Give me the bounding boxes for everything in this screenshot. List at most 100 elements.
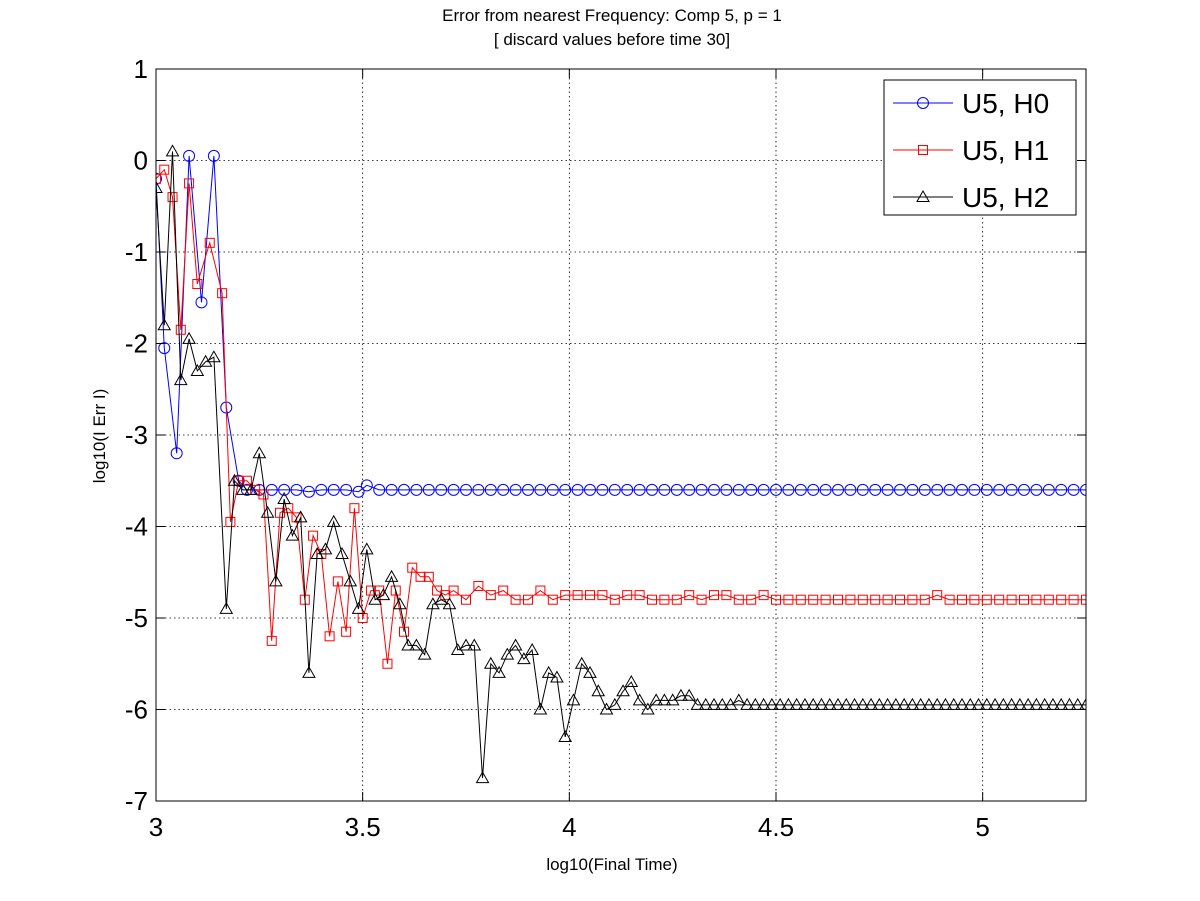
data-point xyxy=(905,697,920,710)
data-point xyxy=(783,594,794,605)
data-point xyxy=(483,656,498,669)
data-point xyxy=(235,482,250,495)
series-line xyxy=(156,151,1086,779)
data-point xyxy=(607,697,622,710)
data-point xyxy=(758,590,769,601)
data-point xyxy=(448,585,459,596)
legend-label: U5, H2 xyxy=(962,182,1049,213)
data-point xyxy=(1037,697,1052,710)
data-point xyxy=(733,594,744,605)
data-point xyxy=(955,697,969,710)
data-point xyxy=(260,505,275,518)
data-point xyxy=(343,574,358,587)
data-point xyxy=(1030,483,1043,496)
data-point xyxy=(1067,483,1080,496)
data-point xyxy=(1006,594,1017,605)
data-point xyxy=(382,658,393,669)
data-point xyxy=(498,585,509,596)
data-point xyxy=(609,594,620,605)
data-point xyxy=(167,192,178,203)
data-point xyxy=(819,483,832,496)
data-point xyxy=(170,447,183,460)
data-point xyxy=(327,483,340,496)
data-point xyxy=(708,483,720,496)
data-point xyxy=(302,665,316,678)
data-point xyxy=(957,594,967,605)
data-point xyxy=(422,483,435,496)
data-point xyxy=(385,483,398,496)
data-point xyxy=(173,373,188,386)
data-point xyxy=(324,631,335,642)
data-point xyxy=(1043,594,1054,605)
data-point xyxy=(932,590,943,601)
data-point xyxy=(1056,594,1067,605)
data-point xyxy=(535,585,546,596)
data-point xyxy=(918,483,931,496)
data-point xyxy=(547,594,558,605)
data-point xyxy=(423,571,434,582)
data-point xyxy=(1079,697,1086,710)
data-point xyxy=(996,697,1011,710)
data-point xyxy=(1046,697,1060,710)
data-point xyxy=(771,594,781,605)
y-tick-label: -7 xyxy=(125,786,148,816)
data-point xyxy=(670,483,683,496)
data-point xyxy=(855,697,870,710)
data-point xyxy=(1031,594,1042,605)
data-point xyxy=(794,483,807,496)
data-point xyxy=(856,483,869,496)
data-point xyxy=(461,594,471,605)
data-point xyxy=(906,483,919,496)
data-point xyxy=(781,697,796,710)
data-point xyxy=(583,665,597,678)
data-point xyxy=(365,585,376,596)
data-point xyxy=(207,350,221,363)
data-point xyxy=(807,483,820,496)
data-point xyxy=(285,528,300,541)
legend-marker xyxy=(917,97,929,109)
data-point xyxy=(401,638,415,651)
data-point xyxy=(709,590,719,601)
data-point xyxy=(782,483,795,496)
data-point xyxy=(820,594,831,605)
data-point xyxy=(732,483,745,496)
data-point xyxy=(765,697,779,710)
data-point xyxy=(156,173,161,184)
data-point xyxy=(293,510,308,523)
data-point xyxy=(745,483,758,496)
data-point xyxy=(894,483,906,496)
data-point xyxy=(500,647,515,660)
data-point xyxy=(376,588,391,601)
data-point xyxy=(1080,483,1086,496)
data-point xyxy=(979,697,994,710)
data-point xyxy=(585,590,595,601)
data-point xyxy=(278,483,291,496)
data-point xyxy=(647,594,657,605)
data-point xyxy=(541,665,556,678)
data-point xyxy=(390,585,401,596)
y-tick-label: -4 xyxy=(125,512,148,542)
data-point xyxy=(184,178,195,189)
data-point xyxy=(622,590,633,601)
data-point xyxy=(571,483,584,496)
data-point xyxy=(591,684,606,697)
data-point xyxy=(219,601,234,614)
data-point xyxy=(798,697,812,710)
data-point xyxy=(919,594,930,605)
data-point xyxy=(277,492,291,505)
data-point xyxy=(1070,697,1085,710)
data-point xyxy=(658,483,671,496)
data-point xyxy=(943,483,956,496)
data-point xyxy=(497,483,510,496)
data-point xyxy=(1055,483,1068,496)
data-point xyxy=(870,594,881,605)
data-point xyxy=(384,569,399,582)
data-point xyxy=(352,485,365,498)
data-point xyxy=(190,363,205,376)
y-axis-label: log10(I Err I) xyxy=(90,389,109,483)
data-point xyxy=(434,592,449,605)
data-point xyxy=(789,697,804,710)
data-point xyxy=(857,594,868,605)
data-point xyxy=(596,483,609,496)
